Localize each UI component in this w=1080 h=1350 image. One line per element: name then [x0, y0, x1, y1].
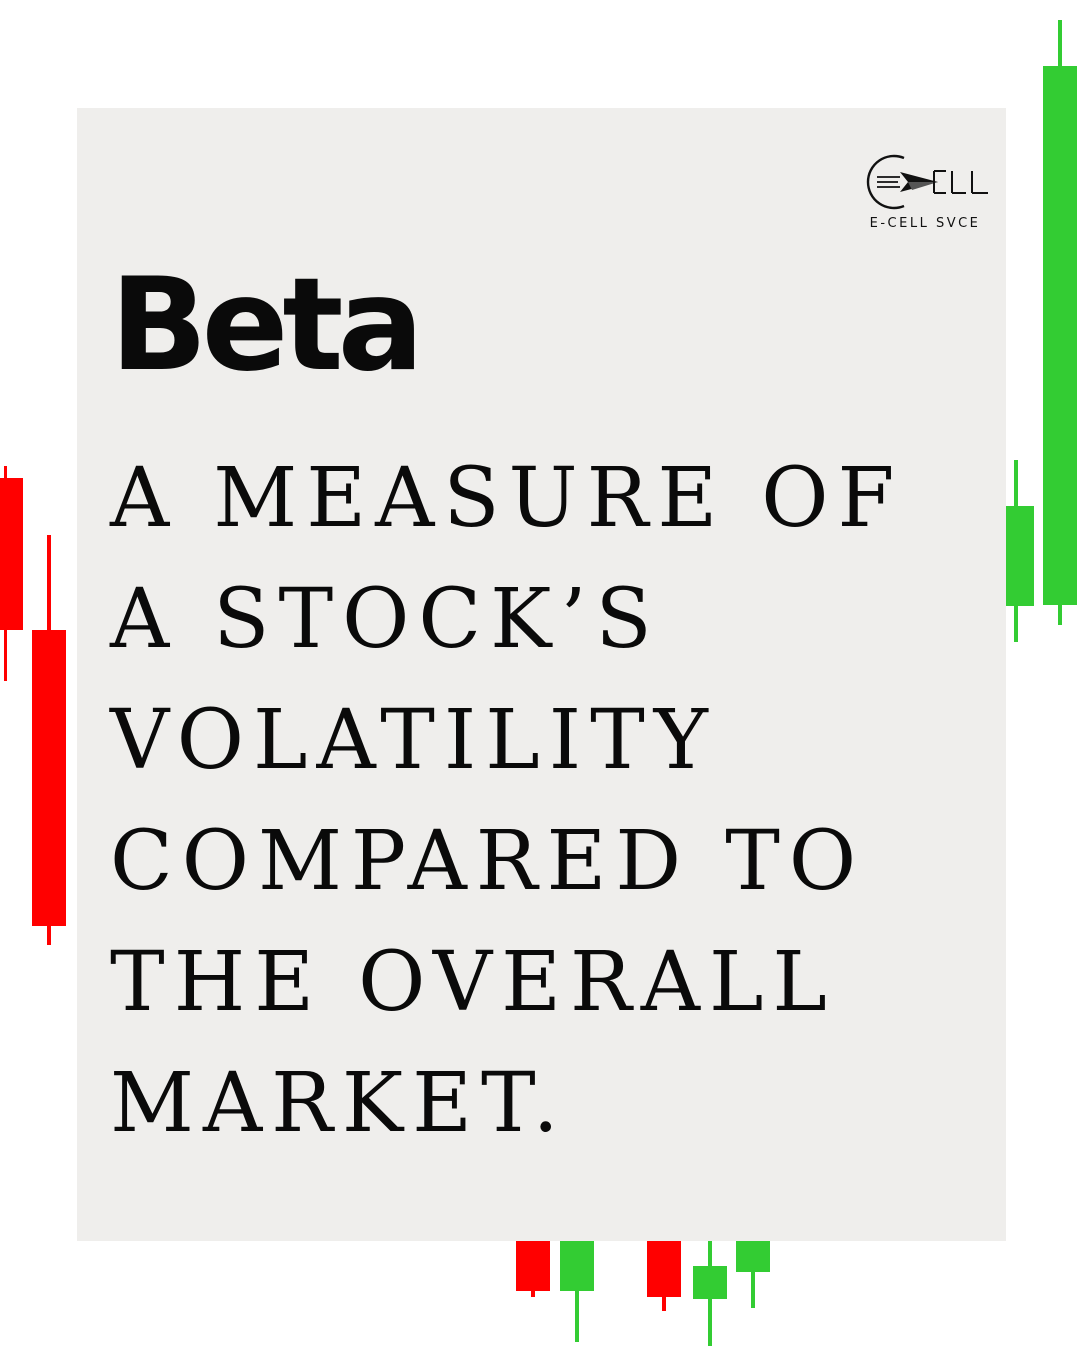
- logo-caption: E-CELL SVCE: [869, 216, 981, 231]
- definition-line: A MEASURE OF: [110, 451, 904, 546]
- candle-bottom-2: [560, 1241, 594, 1342]
- definition-line: THE OVERALL: [110, 935, 836, 1030]
- definition-line: COMPARED TO: [110, 814, 866, 909]
- definition-line: MARKET.: [110, 1056, 568, 1151]
- candle-right-1: [1006, 460, 1034, 642]
- page-title: Beta: [110, 251, 424, 400]
- candle-bottom-1: [516, 1241, 550, 1297]
- candle-left-2: [32, 535, 66, 945]
- candle-left-1: [0, 466, 23, 681]
- candle-right-2: [1043, 20, 1077, 625]
- candle-bottom-4: [693, 1241, 727, 1346]
- definition-text: A MEASURE OF A STOCK’S VOLATILITY COMPAR…: [110, 438, 990, 1164]
- definition-line: VOLATILITY: [110, 693, 717, 788]
- content-card: [77, 108, 1006, 1241]
- ecell-logo: E-CELL SVCE: [860, 150, 1000, 240]
- paper-plane-icon: [866, 154, 988, 210]
- candle-bottom-5: [736, 1241, 770, 1308]
- candle-bottom-3: [647, 1241, 681, 1311]
- definition-line: A STOCK’S: [110, 572, 661, 667]
